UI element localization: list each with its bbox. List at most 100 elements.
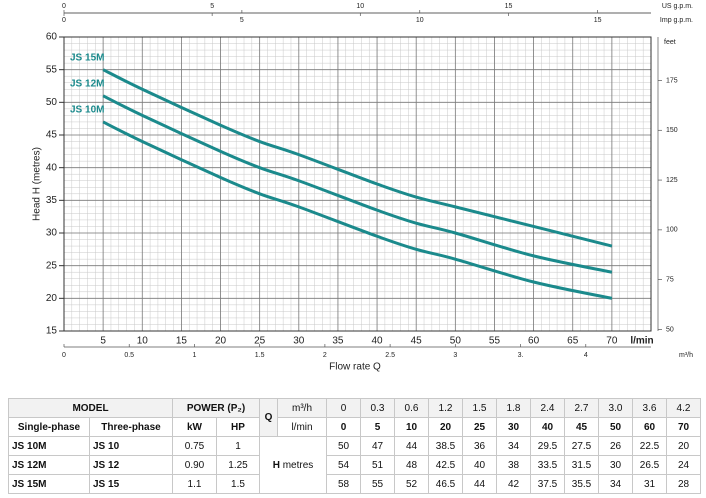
table-cell: 30 <box>598 455 633 475</box>
table-cell: 0.90 <box>172 455 217 475</box>
table-cell: 1 <box>216 436 260 456</box>
pump-curve <box>102 94 613 274</box>
table-cell: 51 <box>360 455 395 475</box>
x-tick-label: 20 <box>215 336 227 347</box>
x-tick-label: 40 <box>372 336 384 347</box>
tick-label: 125 <box>666 177 678 184</box>
curve-label: JS 15M <box>70 52 104 63</box>
table-cell: 28 <box>666 474 701 494</box>
table-cell: 2.7 <box>564 398 599 418</box>
table-cell: 22.5 <box>632 436 667 456</box>
axis-unit-label: US g.p.m. <box>662 3 693 10</box>
table-cell: 0 <box>326 398 361 418</box>
table-row: JS 15M JS 15 1.1 1.5 58 55 52 46.5 44 42 37.5 35.5 3… <box>8 474 701 494</box>
table-cell: 34 <box>598 474 633 494</box>
pump-curve <box>102 68 613 248</box>
x-tick-label: 45 <box>411 336 423 347</box>
x-tick-label: 35 <box>332 336 344 347</box>
table-cell: m³/h <box>277 398 327 418</box>
table-cell: 70 <box>666 417 701 437</box>
table-cell: JS 12M <box>8 455 90 475</box>
table-cell: 1.2 <box>428 398 463 418</box>
table-row: JS 12M JS 12 0.90 1.25 54 51 48 42.5 40 38 33.5 31.… <box>8 455 701 475</box>
table-cell: Three-phase <box>89 417 173 437</box>
table-cell: 0.6 <box>394 398 429 418</box>
x-tick-label: 25 <box>254 336 266 347</box>
table-cell: JS 10M <box>8 436 90 456</box>
table-cell: JS 15M <box>8 474 90 494</box>
table-cell: 42 <box>496 474 531 494</box>
table-cell: 27.5 <box>564 436 599 456</box>
tick-label: 100 <box>666 227 678 234</box>
table-cell: 31 <box>632 474 667 494</box>
table-cell: 0.3 <box>360 398 395 418</box>
curve-label: JS 12M <box>70 78 104 89</box>
y-tick-label: 15 <box>46 326 58 337</box>
table-cell: 3.0 <box>598 398 633 418</box>
tick-label: 0 <box>62 17 66 24</box>
table-cell: HP <box>216 417 260 437</box>
table-cell: 35.5 <box>564 474 599 494</box>
tick-label: 2 <box>323 352 327 359</box>
table-cell: 4.2 <box>666 398 701 418</box>
plot-frame <box>63 36 652 332</box>
tick-label: 0.5 <box>124 352 134 359</box>
table-cell: 0 <box>326 417 361 437</box>
x-tick-label: 30 <box>293 336 305 347</box>
table-cell: 0.75 <box>172 436 217 456</box>
table-row: Single-phase Three-phase kW HP l/min 0 5 10 20 25… <box>8 417 701 437</box>
table-cell: 40 <box>462 455 497 475</box>
table-cell: 34 <box>496 436 531 456</box>
table-cell: 33.5 <box>530 455 565 475</box>
tick-label: 4 <box>584 352 588 359</box>
table-cell: 37.5 <box>530 474 565 494</box>
tick-label: 3. <box>518 352 524 359</box>
table-cell: 24 <box>666 455 701 475</box>
h-unit: metres <box>282 459 314 471</box>
tick-label: 0 <box>62 352 66 359</box>
table-cell: 20 <box>428 417 463 437</box>
table-cell: 44 <box>394 436 429 456</box>
x-tick-label: 5 <box>100 336 106 347</box>
table-cell: JS 10 <box>89 436 173 456</box>
x-tick-label: 55 <box>489 336 501 347</box>
table-cell: 1.25 <box>216 455 260 475</box>
tick-label: 0 <box>62 3 66 10</box>
table-cell: H metres <box>259 436 327 494</box>
tick-label: 75 <box>666 276 674 283</box>
y-tick-label: 20 <box>46 293 58 304</box>
table-cell: 50 <box>598 417 633 437</box>
tick-label: 15 <box>594 17 602 24</box>
tick-label: 15 <box>505 3 513 10</box>
table-cell: 20 <box>666 436 701 456</box>
tick-label: 10 <box>416 17 424 24</box>
tick-label: 3 <box>453 352 457 359</box>
y-tick-label: 40 <box>46 162 58 173</box>
y-tick-label: 30 <box>46 228 58 239</box>
table-cell: 40 <box>530 417 565 437</box>
chart: Head H (metres) Flow rate Q l/min 5 10 15 2… <box>32 3 693 373</box>
table-cell: kW <box>172 417 217 437</box>
tick-label: 150 <box>666 127 678 134</box>
table-cell: JS 15 <box>89 474 173 494</box>
table-cell: 44 <box>462 474 497 494</box>
table-cell: 3.6 <box>632 398 667 418</box>
x-tick-label: 10 <box>137 336 149 347</box>
h-symbol: H <box>272 459 280 471</box>
table-cell: 48 <box>394 455 429 475</box>
table-cell: 1.5 <box>216 474 260 494</box>
x-tick-label: 15 <box>176 336 188 347</box>
y-tick-label: 45 <box>46 130 58 141</box>
y-tick-label: 50 <box>46 97 58 108</box>
table-cell: 1.1 <box>172 474 217 494</box>
table-cell: 46.5 <box>428 474 463 494</box>
table-cell: l/min <box>277 417 327 437</box>
table-cell: 47 <box>360 436 395 456</box>
axis-unit-label: m³/h <box>679 352 693 359</box>
tick-label: 175 <box>666 77 678 84</box>
x-axis-label: Flow rate Q <box>329 362 381 373</box>
table-cell: 50 <box>326 436 361 456</box>
axis-unit-label: feet <box>664 39 676 46</box>
